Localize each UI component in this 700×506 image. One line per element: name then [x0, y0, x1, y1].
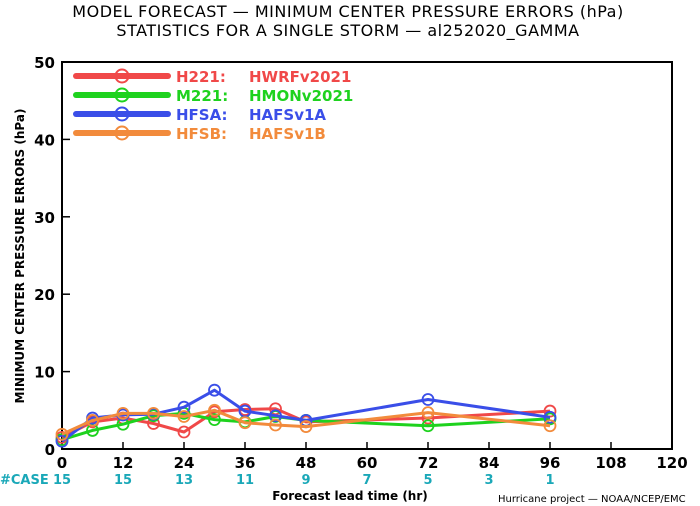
y-tick-label: 0	[45, 441, 55, 459]
legend-name: M221:	[176, 87, 228, 105]
data-point	[269, 409, 282, 423]
y-tick-label: 40	[34, 131, 55, 149]
data-point	[177, 410, 191, 423]
legend-name: HFSB:	[176, 125, 227, 143]
y-tick-label: 30	[34, 209, 55, 227]
chart-title-line1: MODEL FORECAST — MINIMUM CENTER PRESSURE…	[72, 2, 623, 21]
x-tick-label: 60	[357, 454, 378, 472]
plot-frame	[61, 61, 673, 450]
case-count: 11	[236, 473, 254, 488]
case-label: #CASE	[0, 473, 49, 488]
data-point	[208, 383, 221, 397]
x-axis: 0 12 24 36 48 60 72 84 96 108 120	[57, 442, 688, 472]
x-tick-label: 96	[540, 454, 561, 472]
case-counts: #CASE 15 15 13 11 9 7 5 3 1	[0, 473, 555, 488]
data-point	[421, 406, 435, 420]
series-line	[61, 408, 551, 436]
chart-title-line2: STATISTICS FOR A SINGLE STORM — al252020…	[116, 21, 579, 41]
data-point	[147, 406, 160, 420]
case-count: 1	[545, 473, 554, 488]
data-point	[55, 434, 69, 448]
y-tick-label: 20	[34, 286, 55, 304]
x-tick-label: 84	[479, 454, 500, 472]
legend-entry: HFSA: HAFSv1A	[73, 106, 326, 124]
case-count: 3	[484, 473, 493, 488]
data-point	[147, 417, 160, 430]
legend-name: HFSA:	[176, 106, 228, 124]
legend-marker	[114, 87, 130, 103]
data-point	[55, 427, 69, 441]
legend: H221: HWRFv2021 M221: HMONv2021 HFSA: HAFSv1A…	[73, 68, 353, 143]
legend-entry: M221: HMONv2021	[73, 87, 353, 105]
legend-desc: HAFSv1A	[249, 106, 326, 124]
legend-marker	[114, 106, 130, 122]
credit-text: Hurricane project — NOAA/NCEP/EMC	[498, 494, 686, 505]
data-point	[86, 424, 99, 437]
case-count: 15	[53, 473, 71, 488]
data-point	[269, 418, 282, 432]
x-tick-label: 72	[418, 454, 439, 472]
data-point	[86, 413, 99, 427]
case-count: 13	[175, 473, 193, 488]
data-point	[177, 425, 191, 439]
case-count: 7	[362, 473, 371, 488]
legend-desc: HWRFv2021	[249, 68, 351, 86]
legend-marker	[114, 125, 130, 141]
legend-name: H221:	[176, 68, 226, 86]
x-tick-label: 24	[174, 454, 195, 472]
y-tick-label: 10	[34, 364, 55, 382]
data-point	[238, 416, 252, 430]
series-hafsv1b	[55, 403, 557, 441]
data-point	[177, 400, 191, 414]
legend-marker	[114, 68, 130, 84]
data-point	[208, 403, 221, 417]
case-count: 9	[301, 473, 310, 488]
data-point	[543, 410, 557, 424]
y-tick-label: 50	[34, 54, 55, 72]
legend-entry: H221: HWRFv2021	[73, 68, 351, 86]
data-point	[116, 406, 130, 420]
legend-desc: HMONv2021	[249, 87, 353, 105]
data-point	[299, 420, 313, 433]
case-count: 5	[423, 473, 432, 488]
legend-entry: HFSB: HAFSv1B	[73, 125, 326, 143]
x-tick-label: 108	[595, 454, 626, 472]
y-axis: 0 10 20 30 40 50	[34, 54, 70, 459]
data-point	[421, 419, 435, 433]
series-layer	[55, 383, 557, 448]
x-tick-label: 120	[656, 454, 687, 472]
data-point	[543, 419, 557, 433]
legend-desc: HAFSv1B	[249, 125, 326, 143]
x-axis-label: Forecast lead time (hr)	[272, 489, 428, 503]
data-point	[421, 393, 435, 406]
case-count: 15	[114, 473, 132, 488]
x-tick-label: 48	[296, 454, 317, 472]
x-tick-label: 0	[57, 454, 67, 472]
x-tick-label: 12	[113, 454, 134, 472]
data-point	[208, 413, 221, 426]
x-tick-label: 36	[235, 454, 256, 472]
y-axis-label: MINIMUM CENTER PRESSURE ERRORS (hPa)	[13, 109, 27, 404]
